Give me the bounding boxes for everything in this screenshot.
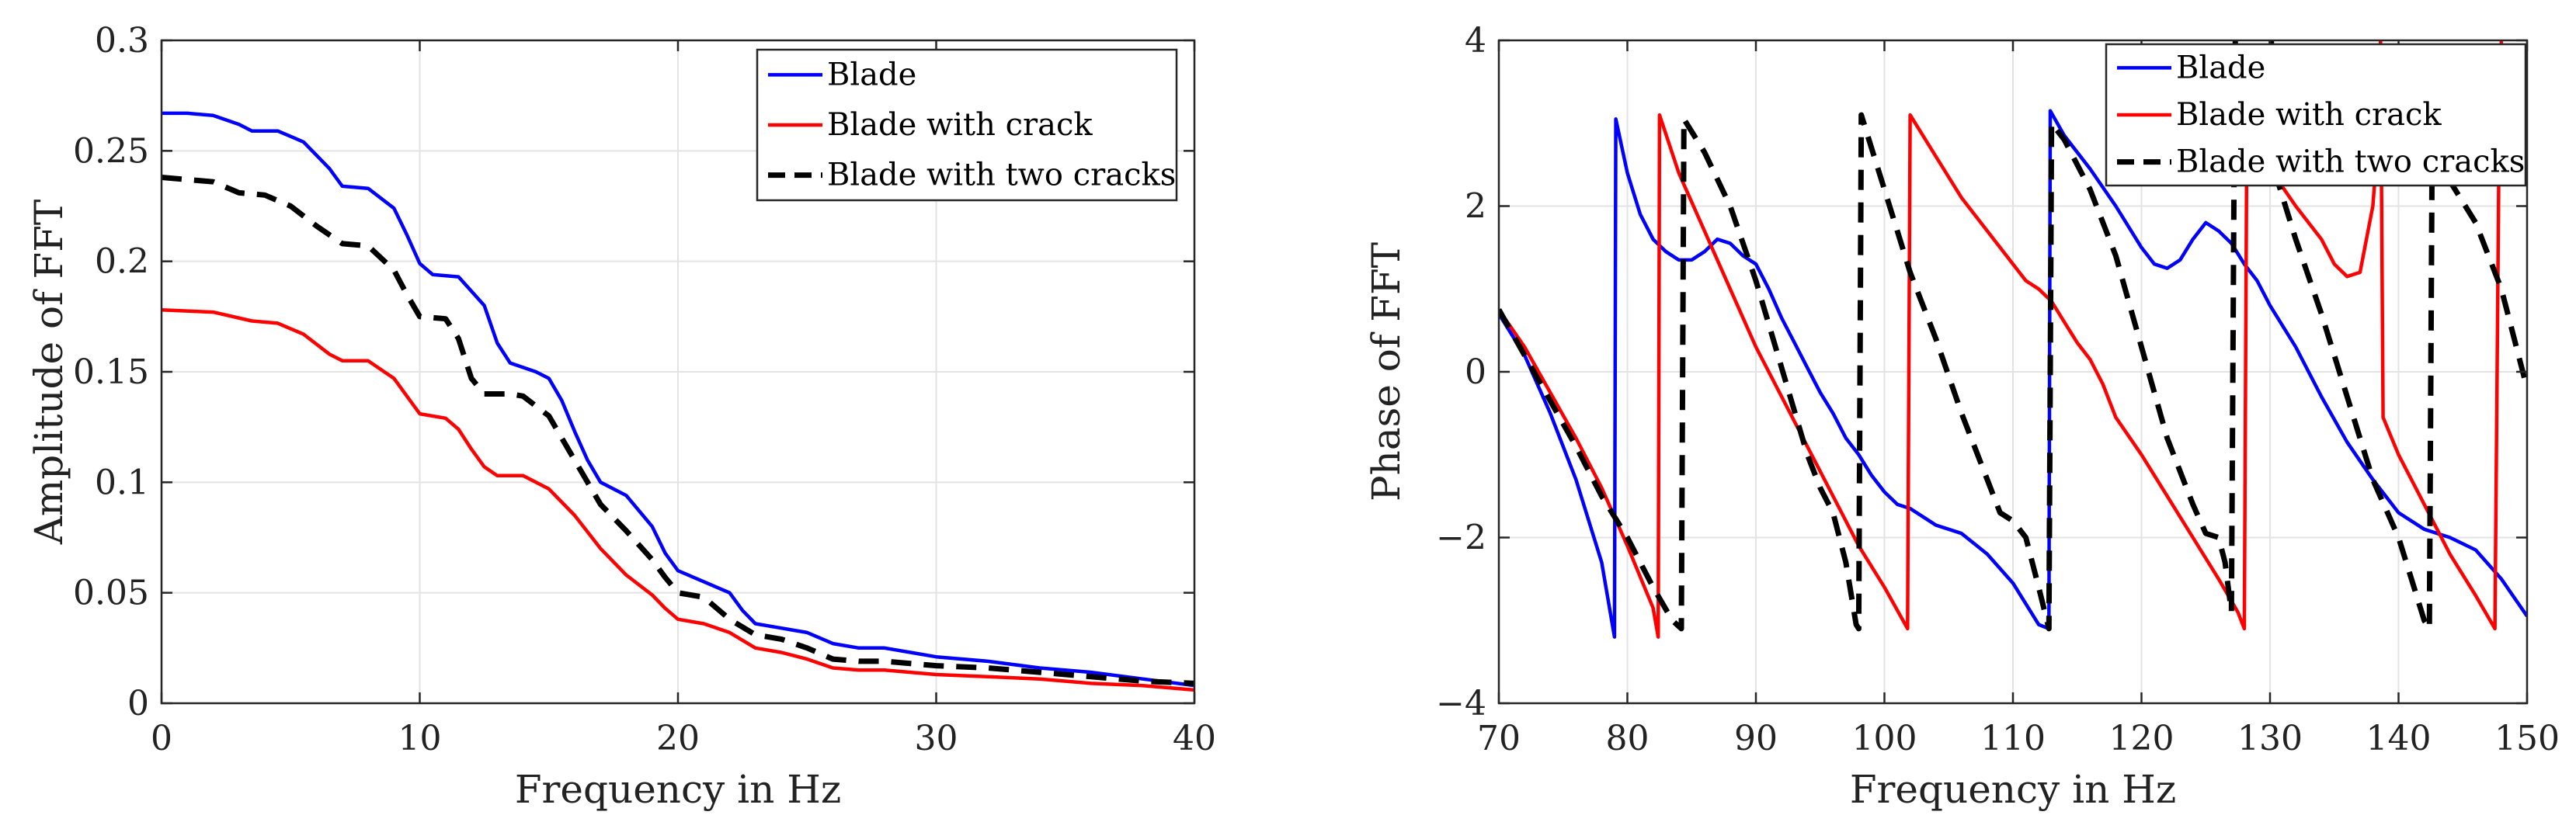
amp-series-blade-line xyxy=(162,111,1194,688)
amp-y-tick-label: 0.3 xyxy=(95,21,149,61)
phase-chart: 70 80 90 100 110 120 130 140 150 −4 −2 0 2 4 Frequency… xyxy=(1364,21,2560,812)
amp-legend-label: Blade xyxy=(827,57,916,92)
amp-y-tick-label: 0 xyxy=(127,684,149,723)
phase-y-tick-label: 0 xyxy=(1465,352,1486,392)
amp-series-blade-with-crack-line xyxy=(162,308,1194,692)
amp-y-tick-label: 0.1 xyxy=(95,463,149,502)
phase-y-tick-label: −2 xyxy=(1436,519,1486,558)
amp-legend-label: Blade with crack xyxy=(827,107,1093,143)
phase-x-tick-label: 90 xyxy=(1734,719,1778,758)
amplitude-chart: 0 10 20 30 40 0 0.05 0.1 0.15 0.2 0.25 0.3 Frequency… xyxy=(26,21,1216,812)
amp-legend-label: Blade with two cracks xyxy=(827,158,1176,193)
phase-y-tick-label: −4 xyxy=(1436,684,1486,723)
amp-y-tick-label: 0.05 xyxy=(73,574,149,613)
amp-y-axis-label: Amplitude of FFT xyxy=(26,199,71,546)
amp-x-axis-label: Frequency in Hz xyxy=(515,767,841,812)
amp-x-tick-label: 40 xyxy=(1173,719,1216,758)
amp-y-tick-label: 0.25 xyxy=(73,131,149,171)
phase-x-tick-label: 110 xyxy=(1980,719,2046,758)
phase-x-tick-label: 80 xyxy=(1606,719,1650,758)
phase-legend: Blade Blade with crack Blade with two crac… xyxy=(2105,43,2527,187)
phase-x-axis-label: Frequency in Hz xyxy=(1850,767,2176,812)
amp-x-tick-label: 30 xyxy=(915,719,958,758)
phase-series-blade-with-two-cracks-line xyxy=(2268,40,2527,632)
phase-y-tick-label: 2 xyxy=(1465,187,1486,227)
phase-x-tick-label: 130 xyxy=(2237,719,2303,758)
phase-x-tick-label: 100 xyxy=(1852,719,1917,758)
phase-x-tick-label: 70 xyxy=(1477,719,1521,758)
phase-y-tick-label: 4 xyxy=(1465,21,1486,61)
phase-y-axis-label: Phase of FFT xyxy=(1364,242,1409,501)
amp-series-blade-with-two-cracks-line xyxy=(162,175,1194,686)
amp-y-tick-label: 0.15 xyxy=(73,352,149,392)
phase-legend-box xyxy=(2105,43,2527,187)
phase-legend-label: Blade with two cracks xyxy=(2176,144,2525,180)
phase-x-tick-label: 120 xyxy=(2109,719,2174,758)
amp-x-tick-label: 10 xyxy=(398,719,442,758)
phase-x-tick-label: 150 xyxy=(2494,719,2560,758)
phase-x-tick-label: 140 xyxy=(2366,719,2432,758)
amp-legend: Blade Blade with crack Blade with two crac… xyxy=(756,48,1178,202)
amp-legend-box xyxy=(756,48,1178,202)
phase-legend-label: Blade xyxy=(2176,50,2265,85)
phase-legend-label: Blade with crack xyxy=(2176,97,2442,133)
amp-x-tick-label: 0 xyxy=(151,719,172,758)
phase-series-blade-with-two-cracks-line xyxy=(1499,40,2238,632)
amp-series-group xyxy=(162,111,1194,692)
amp-y-tick-label: 0.2 xyxy=(95,242,149,282)
amp-x-tick-label: 20 xyxy=(656,719,700,758)
phase-series-blade-line xyxy=(1499,109,2527,639)
